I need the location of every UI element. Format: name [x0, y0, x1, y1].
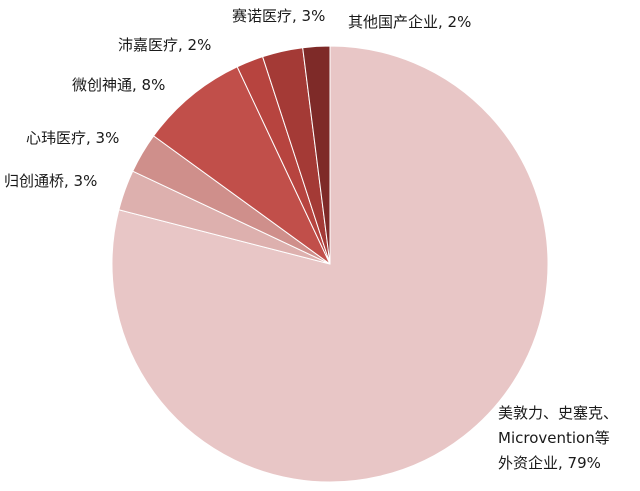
slice-label: 美敦力、史塞克、 Microvention等外资企业, 79%: [498, 404, 618, 472]
labels-layer: 美敦力、史塞克、 Microvention等外资企业, 79% 归创通桥, 3% 心玮…: [4, 7, 618, 472]
slices-layer: [111, 45, 549, 483]
slice-label: 微创神通, 8%: [72, 76, 165, 94]
slice-label: 心玮医疗, 3%: [26, 129, 119, 147]
slice-label: 赛诺医疗, 3%: [232, 7, 325, 25]
pie-slice: [302, 45, 331, 265]
pie-slice: [152, 66, 331, 265]
slice-label: 沛嘉医疗, 2%: [118, 36, 211, 54]
slice-label: 归创通桥, 3%: [4, 172, 97, 190]
slice-label: 其他国产企业, 2%: [348, 13, 471, 31]
